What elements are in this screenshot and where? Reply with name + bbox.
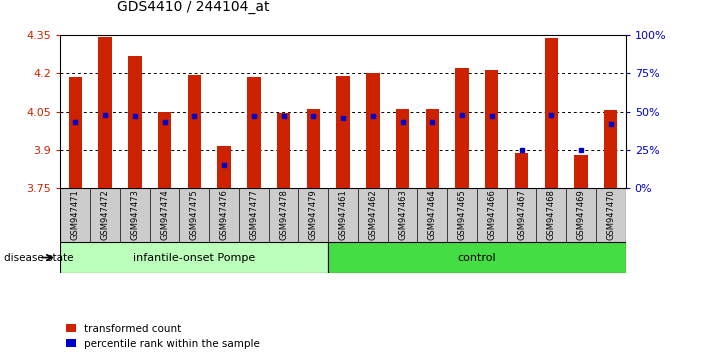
Text: GSM947468: GSM947468 xyxy=(547,189,556,240)
Legend: transformed count, percentile rank within the sample: transformed count, percentile rank withi… xyxy=(65,324,260,349)
Text: GSM947472: GSM947472 xyxy=(100,189,109,240)
Bar xyxy=(366,73,380,188)
Bar xyxy=(396,109,410,188)
Text: GSM947476: GSM947476 xyxy=(220,189,228,240)
Text: GSM947474: GSM947474 xyxy=(160,189,169,240)
Text: GSM947466: GSM947466 xyxy=(487,189,496,240)
Text: GSM947477: GSM947477 xyxy=(250,189,258,240)
Bar xyxy=(604,110,617,188)
Text: GSM947467: GSM947467 xyxy=(517,189,526,240)
Bar xyxy=(69,77,82,188)
Bar xyxy=(218,146,231,188)
Text: GDS4410 / 244104_at: GDS4410 / 244104_at xyxy=(117,0,269,14)
Text: infantile-onset Pompe: infantile-onset Pompe xyxy=(133,252,255,263)
Text: GSM947478: GSM947478 xyxy=(279,189,288,240)
Bar xyxy=(574,155,588,188)
Bar xyxy=(328,242,626,273)
Text: GSM947464: GSM947464 xyxy=(428,189,437,240)
Bar xyxy=(306,109,320,188)
Text: GSM947461: GSM947461 xyxy=(338,189,348,240)
Text: GSM947469: GSM947469 xyxy=(577,189,586,240)
Bar xyxy=(247,77,260,188)
Text: GSM947479: GSM947479 xyxy=(309,189,318,240)
Text: GSM947462: GSM947462 xyxy=(368,189,378,240)
Bar xyxy=(336,76,350,188)
Bar xyxy=(485,70,498,188)
Bar xyxy=(128,56,141,188)
Text: GSM947475: GSM947475 xyxy=(190,189,199,240)
Text: disease state: disease state xyxy=(4,252,73,263)
Bar xyxy=(455,68,469,188)
Bar xyxy=(158,112,171,188)
Bar xyxy=(98,37,112,188)
Text: GSM947473: GSM947473 xyxy=(130,189,139,240)
Text: control: control xyxy=(458,252,496,263)
Bar xyxy=(188,75,201,188)
Bar xyxy=(545,38,558,188)
Bar xyxy=(60,242,328,273)
Bar xyxy=(515,153,528,188)
Text: GSM947471: GSM947471 xyxy=(71,189,80,240)
Text: GSM947465: GSM947465 xyxy=(458,189,466,240)
Bar xyxy=(277,113,290,188)
Text: GSM947463: GSM947463 xyxy=(398,189,407,240)
Bar xyxy=(426,109,439,188)
Text: GSM947470: GSM947470 xyxy=(606,189,615,240)
